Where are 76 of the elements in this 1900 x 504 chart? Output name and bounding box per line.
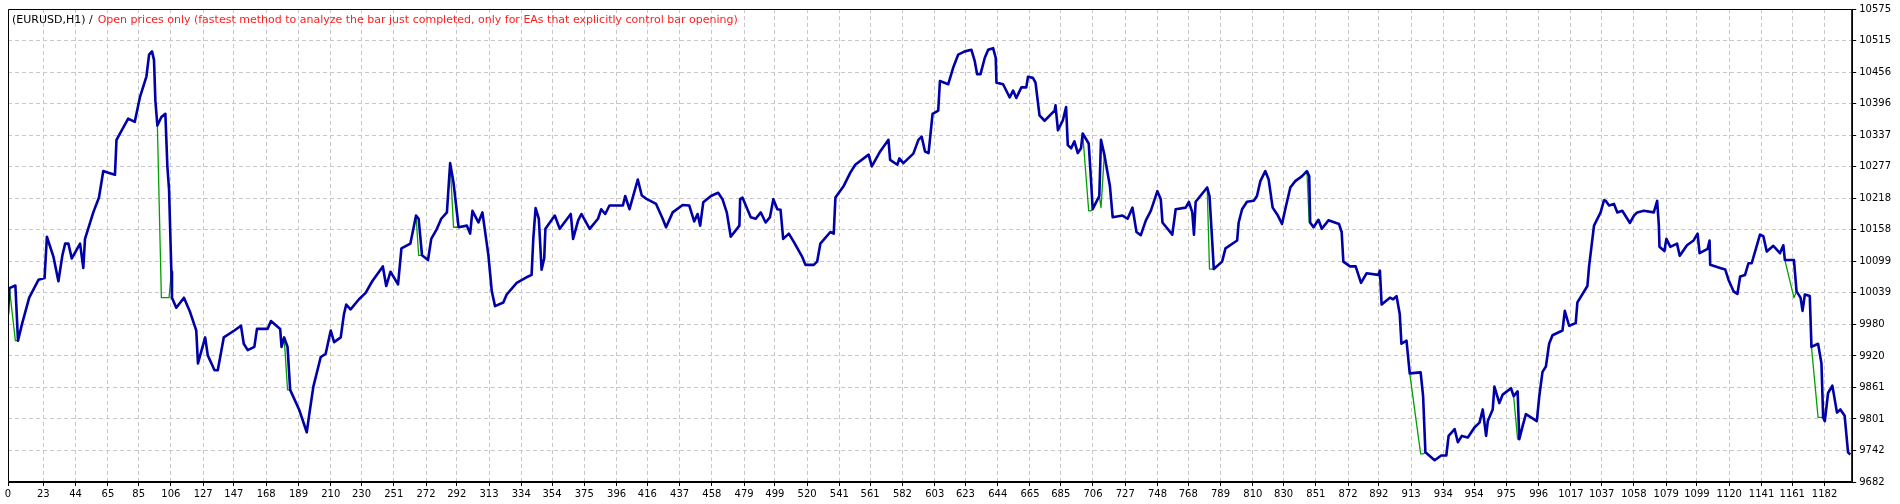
x-tick-label: 1120: [1716, 487, 1742, 499]
x-tick-label: 210: [321, 487, 341, 499]
x-tick-label: 1182: [1811, 487, 1838, 499]
x-tick-label: 1141: [1748, 487, 1775, 499]
x-tick-label: 85: [132, 487, 145, 499]
x-tick-label: 313: [479, 487, 499, 499]
x-tick-label: 396: [607, 487, 627, 499]
y-tick-label: 10396: [1859, 97, 1891, 109]
y-tick-label: 10039: [1859, 286, 1891, 298]
x-tick-label: 520: [797, 487, 817, 499]
y-tick-label: 9801: [1859, 412, 1885, 424]
x-tick-label: 541: [829, 487, 849, 499]
x-tick-label: 975: [1496, 487, 1516, 499]
x-tick-label: 44: [69, 487, 82, 499]
x-tick-label: 706: [1083, 487, 1103, 499]
x-tick-label: 230: [351, 487, 372, 499]
x-tick-label: 913: [1401, 487, 1421, 499]
y-tick-label: 10218: [1859, 191, 1891, 203]
x-tick-label: 127: [193, 487, 213, 499]
x-tick-label: 23: [36, 487, 50, 499]
chart-title: (EURUSD,H1) /: [12, 12, 93, 26]
x-tick-label: 499: [765, 487, 785, 499]
x-tick-label: 561: [860, 487, 880, 499]
x-tick-label: 1079: [1653, 487, 1679, 499]
x-tick-label: 1017: [1558, 487, 1584, 499]
x-tick-label: 768: [1178, 487, 1198, 499]
y-tick-label: 10337: [1859, 128, 1891, 140]
x-tick-label: 416: [637, 487, 657, 499]
x-tick-label: 1161: [1779, 487, 1805, 499]
x-tick-label: 189: [288, 487, 309, 499]
x-tick-label: 603: [925, 487, 945, 499]
x-tick-label: 375: [574, 487, 594, 499]
chart-subtitle: Open prices only (fastest method to analyze the bar just completed, only for EAs that explicitly control bar opening): [97, 12, 738, 26]
x-tick-label: 168: [256, 487, 276, 499]
y-tick-label: 9682: [1859, 475, 1885, 487]
x-tick-label: 437: [670, 487, 690, 499]
x-tick-label: 996: [1529, 487, 1549, 499]
x-tick-label: 147: [224, 487, 244, 499]
x-tick-label: 665: [1020, 487, 1040, 499]
x-tick-label: 810: [1243, 487, 1263, 499]
x-tick-label: 1037: [1588, 487, 1615, 499]
x-tick-label: 251: [384, 487, 404, 499]
x-tick-label: 272: [416, 487, 436, 499]
y-tick-label: 9920: [1859, 349, 1885, 361]
x-tick-label: 354: [542, 487, 562, 499]
y-tick-label: 10277: [1859, 160, 1891, 172]
y-tick-label: 9861: [1859, 380, 1885, 392]
y-tick-label: 10099: [1859, 254, 1891, 266]
x-tick-label: 830: [1274, 487, 1294, 499]
x-tick-label: 748: [1148, 487, 1168, 499]
x-tick-label: 644: [988, 487, 1008, 499]
y-tick-label: 9980: [1859, 317, 1885, 329]
x-tick-label: 789: [1211, 487, 1231, 499]
y-tick-label: 9742: [1859, 443, 1885, 455]
x-tick-label: 292: [447, 487, 467, 499]
x-tick-label: 685: [1051, 487, 1071, 499]
x-tick-label: 623: [955, 487, 975, 499]
x-tick-label: 479: [734, 487, 754, 499]
y-tick-label: 10456: [1859, 65, 1891, 77]
x-tick-label: 954: [1464, 487, 1484, 499]
y-tick-label: 10575: [1859, 2, 1891, 14]
x-tick-label: 934: [1433, 487, 1453, 499]
x-tick-label: 0: [4, 487, 12, 499]
x-tick-label: 872: [1338, 487, 1358, 499]
x-tick-label: 106: [161, 487, 181, 499]
y-tick-label: 10515: [1859, 34, 1891, 46]
x-tick-label: 65: [101, 487, 115, 499]
x-tick-label: 1058: [1621, 487, 1647, 499]
y-tick-label: 10158: [1859, 223, 1891, 235]
x-tick-label: 1099: [1684, 487, 1710, 499]
x-tick-label: 727: [1115, 487, 1135, 499]
x-tick-label: 851: [1306, 487, 1326, 499]
x-tick-label: 892: [1369, 487, 1389, 499]
x-tick-label: 458: [702, 487, 722, 499]
x-tick-label: 334: [511, 487, 531, 499]
x-tick-label: 582: [892, 487, 912, 499]
